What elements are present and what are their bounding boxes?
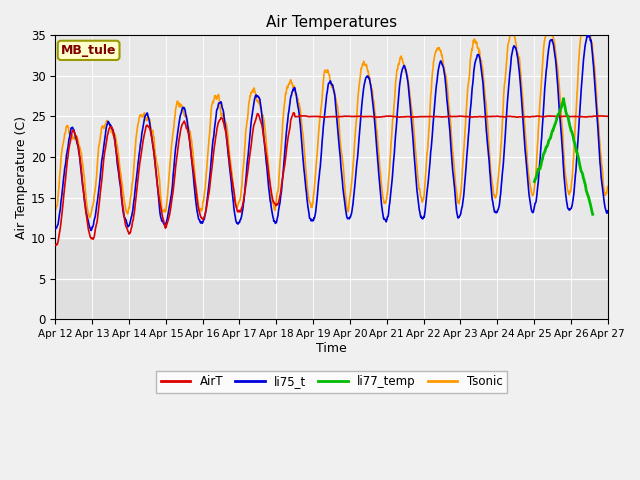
Tsonic [539, 57, 547, 62]
Tsonic [506, 33, 514, 38]
Tsonic [418, 195, 426, 201]
Line: li75_t: li75_t [56, 36, 608, 230]
Y-axis label: Air Temperature (C): Air Temperature (C) [15, 116, 28, 239]
AirT [290, 110, 298, 116]
li75_t [584, 33, 591, 38]
AirT [174, 144, 182, 149]
Title: Air Temperatures: Air Temperatures [266, 15, 397, 30]
Line: li77_temp: li77_temp [534, 98, 593, 214]
Bar [56, 238, 608, 319]
Line: AirT: AirT [56, 113, 608, 245]
Tsonic [490, 191, 497, 197]
AirT [236, 208, 244, 214]
li75_t [175, 122, 182, 128]
Tsonic [161, 209, 169, 215]
Tsonic [237, 195, 244, 201]
Tsonic [604, 183, 612, 189]
li75_t [418, 215, 426, 221]
li75_t [604, 208, 612, 214]
AirT [52, 242, 60, 248]
li77_temp [538, 157, 546, 163]
li75_t [52, 226, 60, 232]
li75_t [237, 216, 244, 222]
AirT [161, 224, 168, 229]
Line: Tsonic: Tsonic [56, 36, 608, 217]
X-axis label: Time: Time [316, 342, 347, 355]
Tsonic [52, 207, 60, 213]
AirT [490, 114, 497, 120]
AirT [539, 114, 547, 120]
li75_t [161, 222, 169, 228]
li75_t [87, 228, 95, 233]
Legend: AirT, li75_t, li77_temp, Tsonic: AirT, li75_t, li77_temp, Tsonic [156, 371, 507, 393]
AirT [418, 114, 426, 120]
AirT [604, 113, 612, 119]
li75_t [490, 204, 497, 210]
Tsonic [86, 215, 93, 220]
li75_t [539, 122, 547, 128]
Text: MB_tule: MB_tule [61, 44, 116, 57]
Tsonic [175, 100, 182, 106]
